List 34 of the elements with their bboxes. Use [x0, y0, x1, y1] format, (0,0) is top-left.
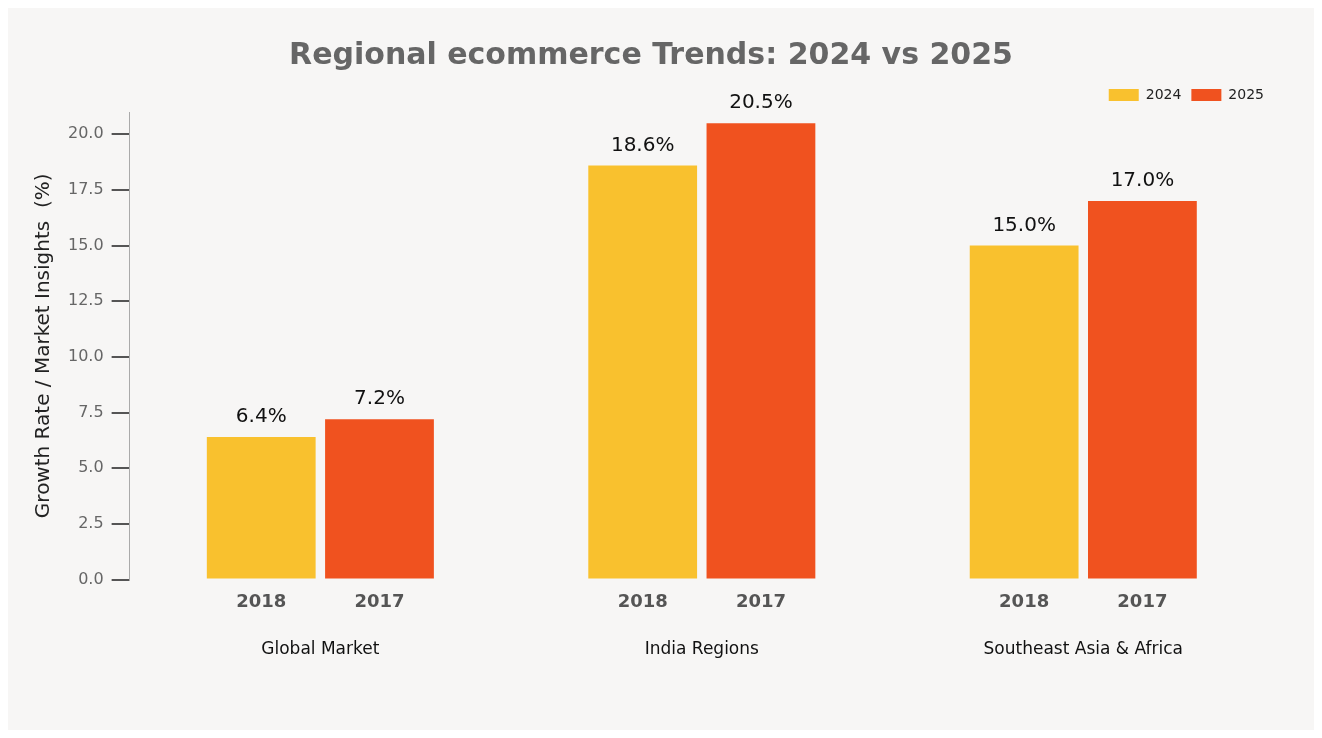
- bar: [206, 437, 316, 579]
- text: 2018: [236, 590, 287, 612]
- data-label: 20.5%: [729, 89, 793, 114]
- bar: [706, 123, 816, 579]
- y-tick-label: 7.5: [78, 401, 104, 421]
- chart-title: Regional ecommerce Trends: 2024 vs 2025: [289, 35, 1013, 71]
- y-tick-label: 12.5: [68, 290, 104, 310]
- y-tick-label: 15.0: [68, 234, 104, 254]
- y-tick-label: 20.0: [68, 123, 104, 143]
- text: 2018: [617, 590, 668, 612]
- bar: [325, 419, 434, 579]
- text: 2017: [735, 590, 786, 612]
- y-tick-label: 17.5: [68, 179, 104, 199]
- text: 2017: [1117, 590, 1168, 612]
- y-axis-title: Growth Rate / Market Insights (%): [30, 173, 55, 519]
- y-tick-label: 10.0: [68, 346, 104, 366]
- legend-label: 2024: [1145, 85, 1182, 102]
- legend-label: 2025: [1228, 85, 1265, 102]
- data-label: 15.0%: [992, 211, 1056, 236]
- bar: [1088, 201, 1197, 579]
- x-tick-label: India Regions: [644, 638, 760, 659]
- data-label: 6.4%: [235, 403, 287, 428]
- data-label: 7.2%: [354, 385, 405, 410]
- x-tick-label: Southeast Asia & Africa: [983, 638, 1183, 659]
- data-label: 17.0%: [1110, 167, 1175, 192]
- data-label: 18.6%: [610, 131, 675, 156]
- bar: [588, 165, 698, 579]
- x-tick-label: Global Market: [261, 638, 380, 659]
- text: 2017: [354, 590, 405, 612]
- text: 2018: [999, 590, 1050, 612]
- y-tick-label: 2.5: [78, 513, 104, 533]
- bar: [969, 245, 1079, 579]
- y-tick-label: 5.0: [78, 457, 104, 477]
- y-tick-label: 0.0: [78, 568, 104, 588]
